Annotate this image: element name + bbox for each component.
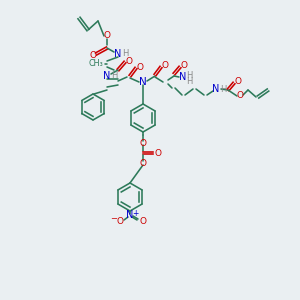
Text: N: N — [179, 72, 187, 82]
Text: O: O — [235, 77, 242, 86]
Text: N: N — [103, 71, 111, 81]
Text: H: H — [186, 77, 192, 86]
Text: H: H — [186, 71, 192, 80]
Text: O: O — [116, 218, 124, 226]
Text: N: N — [126, 210, 134, 220]
Text: O: O — [140, 218, 146, 226]
Text: O: O — [103, 32, 110, 40]
Text: H: H — [220, 85, 226, 94]
Text: O: O — [236, 92, 244, 100]
Text: O: O — [181, 61, 188, 70]
Text: N: N — [212, 84, 220, 94]
Text: N: N — [139, 77, 147, 87]
Text: N: N — [114, 49, 122, 59]
Text: −: − — [110, 214, 118, 224]
Text: O: O — [140, 158, 146, 167]
Text: O: O — [154, 148, 161, 158]
Text: O: O — [136, 62, 143, 71]
Text: O: O — [125, 56, 133, 65]
Text: H: H — [122, 50, 128, 58]
Text: CH₃: CH₃ — [88, 59, 104, 68]
Text: O: O — [89, 50, 97, 59]
Text: O: O — [161, 61, 169, 70]
Text: +: + — [132, 209, 138, 218]
Text: H: H — [111, 71, 117, 80]
Text: O: O — [140, 139, 146, 148]
